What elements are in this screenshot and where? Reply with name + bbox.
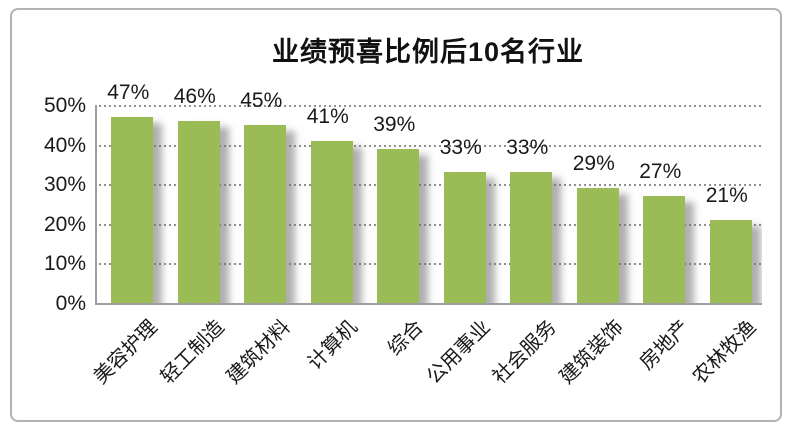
chart-title: 业绩预喜比例后10名行业 — [271, 37, 585, 67]
bar-value-label: 41% — [306, 104, 349, 128]
bar — [643, 196, 686, 303]
gridline — [99, 144, 762, 147]
y-axis-tick-label: 20% — [43, 212, 86, 236]
bar — [177, 120, 220, 303]
gridline — [99, 105, 762, 107]
bar — [111, 116, 154, 303]
bar-value-label: 46% — [173, 84, 216, 108]
gridline — [99, 223, 762, 226]
bar — [310, 140, 353, 303]
bar — [576, 188, 619, 303]
bar-value-label: 45% — [240, 88, 283, 112]
plot-area — [95, 105, 762, 305]
bar-value-label: 27% — [639, 160, 682, 184]
bar — [709, 219, 752, 303]
gridline — [99, 184, 762, 187]
gridline — [99, 263, 762, 266]
bar — [244, 124, 287, 303]
bar-value-label: 29% — [572, 152, 615, 176]
y-axis-tick-label: 40% — [43, 133, 86, 157]
bar-value-label: 33% — [439, 136, 482, 160]
y-axis-tick-label: 50% — [43, 94, 86, 117]
y-axis-tick-label: 10% — [43, 252, 86, 276]
bar — [443, 172, 486, 303]
bar-value-label: 39% — [373, 112, 416, 136]
y-axis-tick-label: 30% — [43, 173, 86, 197]
bar-value-label: 47% — [107, 80, 150, 104]
bar-value-label: 21% — [705, 183, 748, 207]
y-axis-tick-label: 0% — [55, 292, 86, 315]
bar-value-label: 33% — [506, 136, 549, 160]
bar — [510, 172, 553, 303]
bar — [377, 148, 420, 303]
